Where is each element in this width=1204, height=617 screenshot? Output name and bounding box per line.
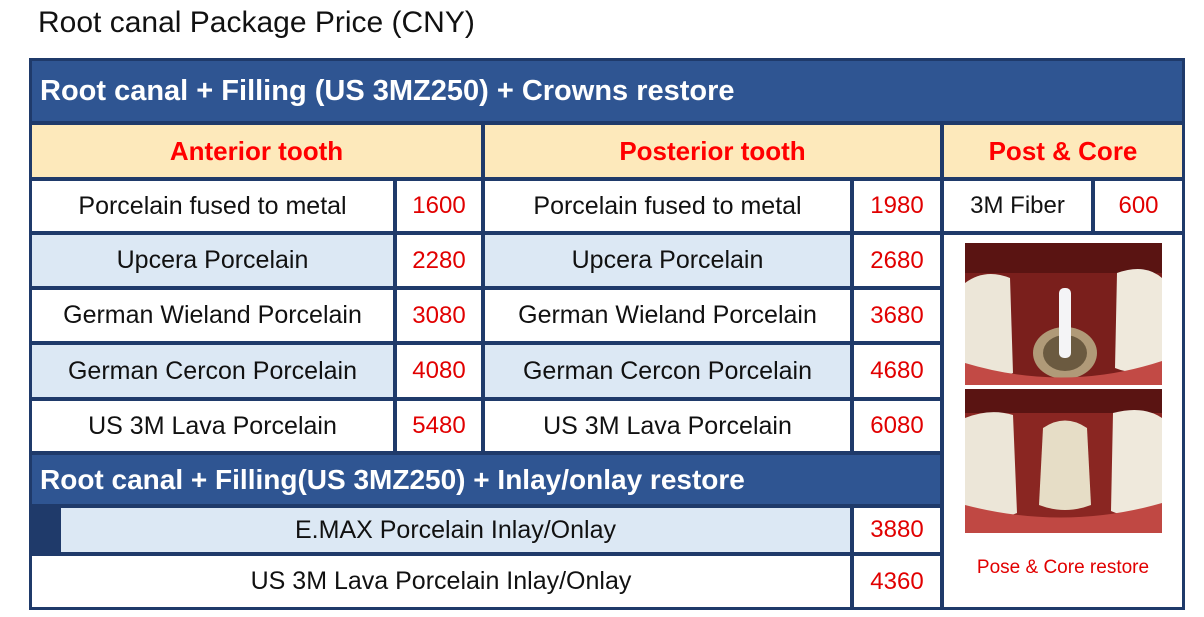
post-core-item-price: 600: [1095, 181, 1182, 231]
posterior-item-name: Porcelain fused to metal: [485, 181, 850, 231]
inlay-item-price: 3880: [854, 508, 940, 552]
posterior-item-name: German Cercon Porcelain: [485, 345, 850, 397]
tooth-post-core-photo: [964, 243, 1162, 533]
photo-panel: Pose & Core restore: [944, 235, 1182, 607]
anterior-item-name: Porcelain fused to metal: [32, 181, 393, 231]
anterior-item-name: German Wieland Porcelain: [32, 290, 393, 341]
crowns-section-header: Root canal + Filling (US 3MZ250) + Crown…: [32, 61, 1182, 121]
photo-caption: Pose & Core restore: [976, 557, 1150, 578]
anterior-item-price: 4080: [397, 345, 481, 397]
anterior-item-price: 3080: [397, 290, 481, 341]
posterior-item-name: US 3M Lava Porcelain: [485, 401, 850, 451]
anterior-item-price: 1600: [397, 181, 481, 231]
posterior-item-price: 1980: [854, 181, 940, 231]
inlay-section-header: Root canal + Filling(US 3MZ250) + Inlay/…: [32, 455, 940, 504]
post-core-item-name: 3M Fiber: [944, 181, 1091, 231]
anterior-item-name: US 3M Lava Porcelain: [32, 401, 393, 451]
inlay-item-name: E.MAX Porcelain Inlay/Onlay: [61, 508, 850, 552]
posterior-item-price: 6080: [854, 401, 940, 451]
price-table: Root canal + Filling (US 3MZ250) + Crown…: [29, 58, 1185, 610]
posterior-item-price: 4680: [854, 345, 940, 397]
posterior-header: Posterior tooth: [485, 125, 940, 177]
posterior-item-name: Upcera Porcelain: [485, 235, 850, 286]
post-core-header: Post & Core: [944, 125, 1182, 177]
anterior-item-price: 2280: [397, 235, 481, 286]
posterior-item-price: 2680: [854, 235, 940, 286]
anterior-item-name: German Cercon Porcelain: [32, 345, 393, 397]
posterior-item-name: German Wieland Porcelain: [485, 290, 850, 341]
posterior-item-price: 3680: [854, 290, 940, 341]
inlay-item-name: US 3M Lava Porcelain Inlay/Onlay: [32, 556, 850, 607]
anterior-header: Anterior tooth: [32, 125, 481, 177]
anterior-item-name: Upcera Porcelain: [32, 235, 393, 286]
page-title: Root canal Package Price (CNY): [38, 6, 475, 39]
anterior-item-price: 5480: [397, 401, 481, 451]
inlay-item-price: 4360: [854, 556, 940, 607]
